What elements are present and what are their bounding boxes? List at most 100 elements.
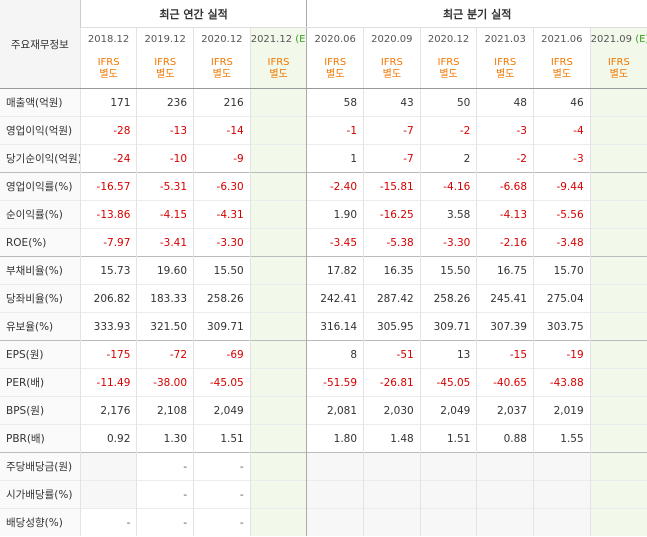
value-cell: -4.31 [193,200,251,229]
value-cell [249,172,307,201]
value-cell: 19.60 [136,256,194,285]
value-cell: 2 [419,144,477,173]
ifrs-label: IFRS 별도 [79,50,137,89]
value-cell: 258.26 [419,284,477,313]
table-row: PBR(배) 0.92 1.30 1.51 1.80 1.48 1.51 0.88 1.55 [0,424,647,453]
value-cell: 8 [306,340,364,369]
table-row: 유보율(%) 333.93 321.50 309.71 316.14 305.95 309.… [0,312,647,341]
value-cell: 48 [476,88,534,117]
value-cell [249,228,307,257]
value-cell: 0.88 [476,424,534,453]
ifrs-line: IFRS [324,57,347,68]
value-cell [249,200,307,229]
period-header[interactable]: 2020.12 [193,27,251,50]
value-cell: 2,108 [136,396,194,425]
period-header[interactable]: 2021.12 (E) [249,27,307,50]
value-cell: 183.33 [136,284,194,313]
value-cell: -72 [136,340,194,369]
value-cell: -2 [476,144,534,173]
table-row: 시가배당률(%) - - [0,480,647,509]
period-header[interactable]: 2019.12 [136,27,194,50]
ifrs-label: IFRS 별도 [193,50,251,89]
value-cell [306,508,364,536]
separate-basis-line: 별도 [439,69,458,80]
value-cell: -3.30 [193,228,251,257]
value-cell [249,144,307,173]
period-header[interactable]: 2020.06 [306,27,364,50]
value-cell: -6.68 [476,172,534,201]
value-cell: -4.13 [476,200,534,229]
value-cell [249,452,307,481]
value-cell [589,480,647,509]
value-cell: -40.65 [476,368,534,397]
separate-basis-line: 별도 [212,69,232,80]
period-header[interactable]: 2021.03 [476,27,534,50]
value-cell [363,508,421,536]
period-header[interactable]: 2021.06 [533,27,591,50]
value-cell: 15.70 [533,256,591,285]
value-cell [589,116,647,145]
separate-basis-line: 별도 [326,69,345,80]
value-cell: 171 [79,88,137,117]
value-cell [249,424,307,453]
separate-basis-line: 별도 [609,69,629,80]
ifrs-label: IFRS 별도 [136,50,194,89]
ifrs-line: IFRS [494,57,517,68]
value-cell: 307.39 [476,312,534,341]
estimate-mark: (E) [635,33,647,45]
value-cell [533,452,591,481]
ifrs-label: IFRS 별도 [363,50,421,89]
value-cell: 43 [363,88,421,117]
table-row: BPS(원) 2,176 2,108 2,049 2,081 2,030 2,049 2,03… [0,396,647,425]
value-cell: 245.41 [476,284,534,313]
value-cell [589,284,647,313]
value-cell: 1.30 [136,424,194,453]
value-cell [589,200,647,229]
row-label: 영업이익률(%) [0,172,81,201]
value-cell [249,312,307,341]
value-cell: 287.42 [363,284,421,313]
period-label: 2021.12 [250,33,293,45]
period-header[interactable]: 2018.12 [79,27,137,50]
table-row: ROE(%) -7.97 -3.41 -3.30 -3.45 -5.38 -3.30 -2.1… [0,228,647,257]
value-cell: -3.48 [533,228,591,257]
value-cell: -24 [79,144,137,173]
estimate-mark: (E) [295,33,307,45]
value-cell: 206.82 [79,284,137,313]
value-cell: 16.75 [476,256,534,285]
value-cell: 309.71 [193,312,251,341]
value-cell: -43.88 [533,368,591,397]
row-label: 유보율(%) [0,312,81,341]
ifrs-label: IFRS 별도 [589,50,647,89]
value-cell: -7 [363,116,421,145]
ifrs-label: IFRS 별도 [419,50,477,89]
value-cell: 16.35 [363,256,421,285]
value-cell: -2 [419,116,477,145]
value-cell: 2,081 [306,396,364,425]
period-header[interactable]: 2020.12 [419,27,477,50]
value-cell: -10 [136,144,194,173]
value-cell: -15.81 [363,172,421,201]
row-label: 영업이익(억원) [0,116,81,145]
ifrs-line: IFRS [154,57,177,68]
row-label: 부채비율(%) [0,256,81,285]
period-header[interactable]: 2020.09 [363,27,421,50]
value-cell [249,368,307,397]
value-cell: 309.71 [419,312,477,341]
ifrs-label: IFRS 별도 [249,50,307,89]
value-cell: 15.50 [419,256,477,285]
value-cell: - [136,508,194,536]
value-cell: -4.15 [136,200,194,229]
row-label: ROE(%) [0,228,81,257]
value-cell: 236 [136,88,194,117]
value-cell: 1.55 [533,424,591,453]
value-cell: 305.95 [363,312,421,341]
value-cell [363,480,421,509]
value-cell: -28 [79,116,137,145]
ifrs-line: IFRS [437,57,460,68]
value-cell: 1.48 [363,424,421,453]
separate-basis-line: 별도 [269,69,288,80]
value-cell: - [136,480,194,509]
period-header[interactable]: 2021.09 (E) [589,27,647,50]
value-cell: -16.25 [363,200,421,229]
